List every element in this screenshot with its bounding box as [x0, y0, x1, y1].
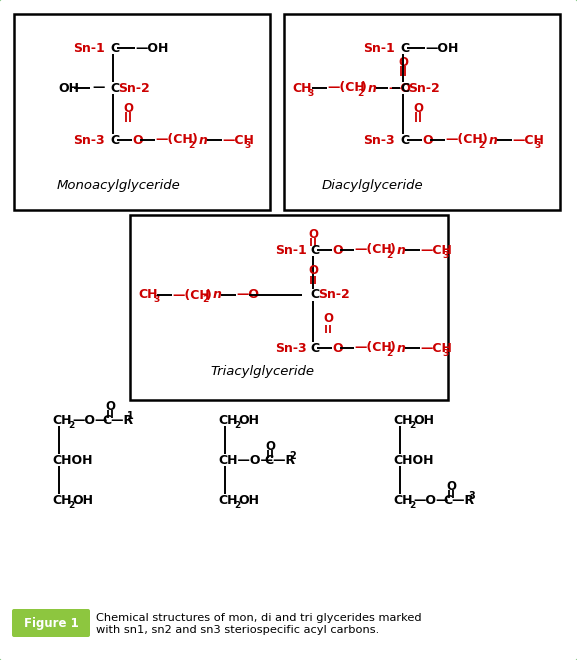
Text: C: C: [110, 42, 119, 55]
Text: OH: OH: [238, 494, 259, 506]
Text: —CH: —CH: [222, 133, 254, 147]
Text: Sn-2: Sn-2: [318, 288, 350, 302]
Text: Sn-3: Sn-3: [275, 341, 306, 354]
Text: CHOH: CHOH: [52, 453, 92, 467]
Text: O: O: [398, 55, 408, 69]
Text: Sn-2: Sn-2: [408, 81, 440, 94]
Text: O: O: [308, 228, 318, 240]
Text: ): ): [390, 244, 396, 257]
Text: 3: 3: [153, 296, 159, 304]
Text: O: O: [123, 102, 133, 114]
Text: OH: OH: [413, 414, 434, 426]
Text: Sn-3: Sn-3: [363, 133, 395, 147]
Text: —CH: —CH: [420, 341, 452, 354]
Text: C: C: [400, 133, 409, 147]
Text: n: n: [213, 288, 222, 302]
Text: 2: 2: [234, 420, 240, 430]
Text: CH: CH: [218, 414, 238, 426]
Text: Diacylglyceride: Diacylglyceride: [322, 180, 424, 193]
Text: OH: OH: [238, 414, 259, 426]
Text: —: —: [92, 81, 104, 94]
Text: O: O: [413, 102, 423, 114]
Text: CH: CH: [52, 414, 72, 426]
Text: C: C: [110, 81, 119, 94]
Text: CH: CH: [393, 414, 413, 426]
Text: 2: 2: [386, 251, 392, 259]
Text: Sn-1: Sn-1: [363, 42, 395, 55]
Text: C—R: C—R: [443, 494, 474, 506]
Text: O: O: [323, 312, 333, 325]
Text: O: O: [132, 133, 143, 147]
FancyBboxPatch shape: [12, 609, 90, 637]
Text: 3: 3: [534, 141, 540, 150]
Text: C—R: C—R: [102, 414, 133, 426]
Text: O: O: [265, 440, 275, 453]
Text: —(CH: —(CH: [354, 341, 392, 354]
Text: —CH: —CH: [420, 244, 452, 257]
Text: O: O: [105, 399, 115, 412]
Text: 2: 2: [357, 88, 364, 98]
Text: —O—: —O—: [413, 494, 448, 506]
Text: —OH: —OH: [135, 42, 168, 55]
Text: 3: 3: [307, 88, 313, 98]
Text: —OH: —OH: [425, 42, 458, 55]
Text: 2: 2: [409, 420, 415, 430]
Text: —(CH: —(CH: [172, 288, 210, 302]
Text: 3: 3: [442, 251, 448, 259]
Text: 2: 2: [202, 296, 208, 304]
Bar: [284, 14, 560, 210]
Text: —(CH: —(CH: [354, 244, 392, 257]
Text: Chemical structures of mon, di and tri glycerides marked
with sn1, sn2 and sn3 s: Chemical structures of mon, di and tri g…: [96, 613, 422, 635]
Text: C: C: [310, 244, 319, 257]
Text: ): ): [192, 133, 198, 147]
Text: OH: OH: [72, 494, 93, 506]
Text: —(CH: —(CH: [155, 133, 193, 147]
Text: Sn-3: Sn-3: [73, 133, 104, 147]
Text: 2: 2: [68, 500, 74, 510]
Text: 2: 2: [289, 451, 296, 461]
Text: 2: 2: [68, 420, 74, 430]
Text: 2: 2: [409, 500, 415, 510]
Text: OH: OH: [58, 81, 79, 94]
Text: Sn-1: Sn-1: [275, 244, 307, 257]
Text: ): ): [390, 341, 396, 354]
Text: Triacylglyceride: Triacylglyceride: [210, 366, 314, 378]
Text: CH: CH: [292, 81, 312, 94]
Text: 2: 2: [478, 141, 484, 150]
Text: CH: CH: [218, 494, 238, 506]
Bar: [14, 14, 270, 210]
Text: 1: 1: [127, 411, 134, 421]
Text: C: C: [110, 133, 119, 147]
Text: 2: 2: [234, 500, 240, 510]
Text: 2: 2: [188, 141, 194, 150]
Text: CHOH: CHOH: [393, 453, 433, 467]
Text: O: O: [422, 133, 433, 147]
Text: ): ): [206, 288, 212, 302]
Text: Monoacylglyceride: Monoacylglyceride: [57, 180, 181, 193]
Text: C: C: [400, 81, 409, 94]
Text: C: C: [400, 42, 409, 55]
Bar: [10, 607, 567, 653]
Text: Sn-1: Sn-1: [73, 42, 105, 55]
Text: n: n: [368, 81, 377, 94]
Text: O: O: [332, 341, 343, 354]
Text: O: O: [308, 263, 318, 277]
Text: —O: —O: [388, 81, 411, 94]
Text: CH—O—: CH—O—: [218, 453, 273, 467]
Text: —O: —O: [236, 288, 259, 302]
Text: 3: 3: [468, 491, 475, 501]
Text: Figure 1: Figure 1: [24, 616, 78, 630]
Text: 3: 3: [442, 348, 448, 358]
Bar: [130, 215, 448, 400]
Text: C: C: [310, 341, 319, 354]
Text: C: C: [310, 288, 319, 302]
Text: 2: 2: [386, 348, 392, 358]
Text: n: n: [199, 133, 208, 147]
Text: —(CH: —(CH: [327, 81, 365, 94]
Text: —(CH: —(CH: [445, 133, 483, 147]
Text: Sn-2: Sn-2: [118, 81, 150, 94]
Text: C—R: C—R: [264, 453, 295, 467]
Text: n: n: [397, 341, 406, 354]
Text: 3: 3: [244, 141, 250, 150]
